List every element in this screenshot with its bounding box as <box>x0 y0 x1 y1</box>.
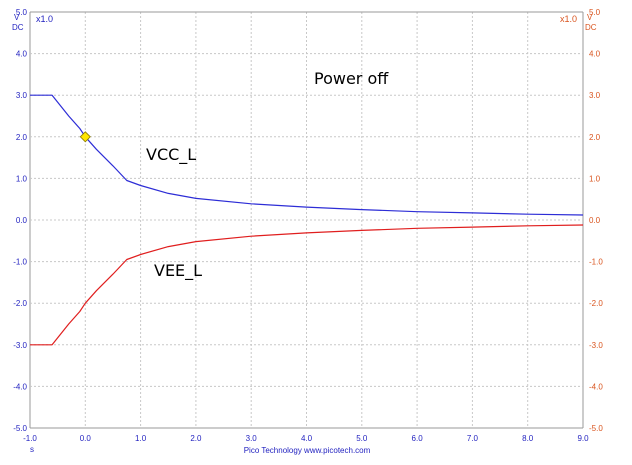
right-unit-dc: DC <box>585 23 597 32</box>
y-tick-label-right: 4.0 <box>589 50 601 59</box>
y-tick-label-left: 3.0 <box>16 91 28 100</box>
y-tick-label-left: 5.0 <box>16 8 28 17</box>
y-tick-label-right: 0.0 <box>589 216 601 225</box>
annotation-vee: VEE_L <box>154 261 202 281</box>
y-tick-label-left: 1.0 <box>16 174 28 183</box>
y-tick-label-left: -1.0 <box>13 258 27 267</box>
x-tick-label: 3.0 <box>246 434 258 443</box>
series-layer <box>30 94 584 346</box>
x-tick-label: -1.0 <box>23 434 37 443</box>
left-unit-v: V <box>14 13 20 22</box>
x-tick-label: 9.0 <box>577 434 589 443</box>
y-tick-label-right: 2.0 <box>589 133 601 142</box>
y-tick-label-left: -2.0 <box>13 299 27 308</box>
y-tick-label-left: 4.0 <box>16 50 28 59</box>
y-tick-label-left: 2.0 <box>16 133 28 142</box>
y-tick-label-right: -2.0 <box>589 299 603 308</box>
series-line-vee <box>30 224 584 346</box>
grid <box>29 11 584 429</box>
x-tick-label: 7.0 <box>467 434 479 443</box>
y-tick-label-right: 3.0 <box>589 91 601 100</box>
y-tick-label-right: -3.0 <box>589 341 603 350</box>
x-tick-label: 5.0 <box>356 434 368 443</box>
y-tick-label-right: -5.0 <box>589 424 603 433</box>
left-scale-label: x1.0 <box>36 14 53 24</box>
y-tick-label-left: 0.0 <box>16 216 28 225</box>
credit-text: Pico Technology www.picotech.com <box>244 446 371 455</box>
x-tick-label: 4.0 <box>301 434 313 443</box>
x-tick-label: 0.0 <box>80 434 92 443</box>
x-unit: s <box>30 445 34 454</box>
x-tick-label: 6.0 <box>412 434 424 443</box>
left-unit-dc: DC <box>12 23 24 32</box>
y-tick-label-left: -4.0 <box>13 382 27 391</box>
y-tick-label-right: -4.0 <box>589 382 603 391</box>
right-scale-label: x1.0 <box>560 14 577 24</box>
marker-layer <box>79 131 91 143</box>
y-tick-label-right: 5.0 <box>589 8 601 17</box>
y-tick-label-right: -1.0 <box>589 258 603 267</box>
right-unit-v: V <box>587 13 593 22</box>
annotation-vcc: VCC_L <box>146 145 196 165</box>
y-tick-label-left: -5.0 <box>13 424 27 433</box>
annotation-power-off: Power off <box>314 69 389 88</box>
x-tick-label: 8.0 <box>522 434 534 443</box>
y-tick-label-right: 1.0 <box>589 174 601 183</box>
ruler-marker[interactable] <box>79 131 91 143</box>
x-tick-label: 1.0 <box>135 434 147 443</box>
series-line-vcc <box>30 94 584 216</box>
x-tick-label: 2.0 <box>190 434 202 443</box>
tick-labels: 5.0 4.0 3.0 2.0 1.0 0.0 -1.0 -2.0 -3.0 -4.0 -5.0 5.… <box>13 8 603 443</box>
y-tick-label-left: -3.0 <box>13 341 27 350</box>
